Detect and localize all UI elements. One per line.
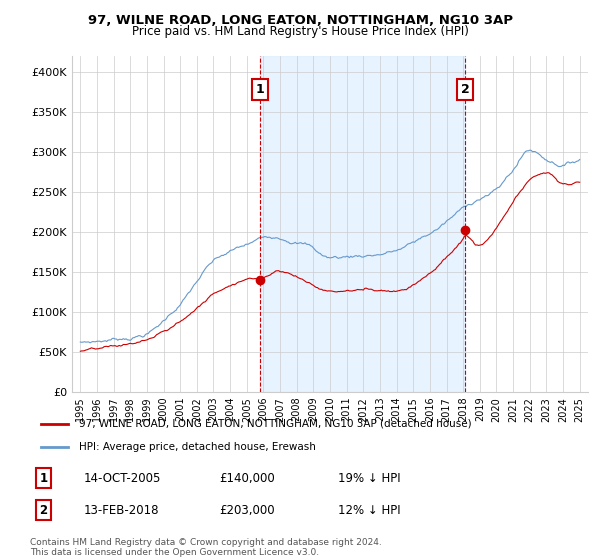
- Bar: [260, 56, 465, 392]
- Text: 13-FEB-2018: 13-FEB-2018: [84, 504, 160, 517]
- Text: HPI: Average price, detached house, Erewash: HPI: Average price, detached house, Erew…: [79, 442, 316, 452]
- Text: 2: 2: [40, 504, 47, 517]
- Text: 19% ↓ HPI: 19% ↓ HPI: [338, 472, 400, 485]
- Text: 97, WILNE ROAD, LONG EATON, NOTTINGHAM, NG10 3AP (detached house): 97, WILNE ROAD, LONG EATON, NOTTINGHAM, …: [79, 419, 471, 429]
- Text: 1: 1: [256, 83, 264, 96]
- Text: Price paid vs. HM Land Registry's House Price Index (HPI): Price paid vs. HM Land Registry's House …: [131, 25, 469, 38]
- Text: Contains HM Land Registry data © Crown copyright and database right 2024.
This d: Contains HM Land Registry data © Crown c…: [30, 538, 382, 557]
- Text: 97, WILNE ROAD, LONG EATON, NOTTINGHAM, NG10 3AP: 97, WILNE ROAD, LONG EATON, NOTTINGHAM, …: [88, 14, 512, 27]
- Text: 2: 2: [461, 83, 470, 96]
- Text: £140,000: £140,000: [219, 472, 275, 485]
- Text: £203,000: £203,000: [219, 504, 275, 517]
- Text: 12% ↓ HPI: 12% ↓ HPI: [338, 504, 400, 517]
- Text: 14-OCT-2005: 14-OCT-2005: [84, 472, 161, 485]
- Text: 1: 1: [40, 472, 47, 485]
